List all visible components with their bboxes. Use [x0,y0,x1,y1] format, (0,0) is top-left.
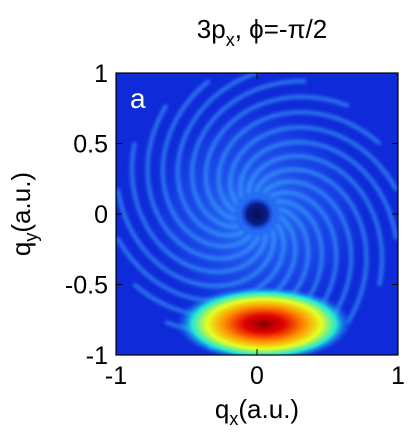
fringe-arm [175,73,259,238]
intensity-hotspot [176,285,353,355]
title-main: 3p [197,14,226,44]
fringe-arm [129,141,268,275]
fringe-arm [262,179,354,349]
title-rest: , ϕ=-π/2 [235,14,327,44]
fringe-arm [116,188,276,289]
y-tick-label: -0.5 [65,272,108,300]
y-tick-label: 0.5 [73,131,108,159]
xlabel-rest: (a.u.) [238,394,299,424]
ylabel-rest: (a.u.) [6,172,36,233]
fringe-arm [203,94,350,221]
fringe-arm [246,153,385,287]
x-tick-label: 1 [391,362,405,390]
xlabel-main: q [215,394,229,424]
axis-ticks: -1 0 1 1 0.5 0 -0.5 -1 [65,60,405,390]
y-axis-label: qy(a.u.) [6,172,41,256]
fringe-arm [216,110,381,213]
fringe-arm [145,104,260,261]
xlabel-subscript: x [229,409,238,429]
y-tick-label: 0 [94,201,108,229]
ylabel-main: q [6,242,36,256]
y-tick-label: 1 [94,60,108,88]
title-subscript: x [226,30,235,50]
panel-label: a [130,83,146,114]
x-tick-label: -1 [105,362,127,390]
x-tick-label: 0 [250,362,264,390]
x-axis-label: qx(a.u.) [215,394,299,429]
fringe-arm [160,79,252,249]
chart-title: 3px, ϕ=-π/2 [197,14,327,50]
heatmap-plot-area [116,73,398,355]
y-tick-label: -1 [86,342,108,370]
central-hole [240,197,274,231]
fringe-arm [189,78,307,229]
fringe-arm [254,167,369,324]
fringe-arm [228,125,398,205]
fringe-arm [238,139,398,240]
ylabel-subscript: y [21,233,41,242]
